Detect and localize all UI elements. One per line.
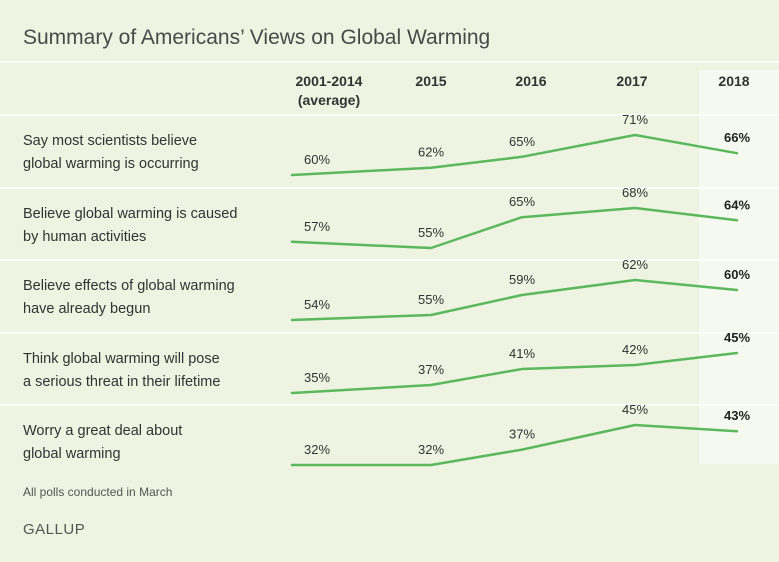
value-label: 55% (418, 292, 444, 307)
chart-title: Summary of Americans’ Views on Global Wa… (23, 26, 490, 49)
column-headers: 2001-2014 (average) 2015 2016 2017 2018 (296, 73, 750, 108)
value-label: 71% (622, 112, 648, 127)
value-label: 41% (509, 346, 535, 361)
series-rows: Say most scientists believe global warmin… (23, 112, 750, 467)
series-line (290, 206, 739, 250)
value-label: 37% (418, 362, 444, 377)
series-row-0: Say most scientists believe global warmin… (23, 112, 750, 177)
series-row-4: Worry a great deal about global warming 32… (23, 402, 750, 467)
value-label: 57% (304, 219, 330, 234)
column-header-3: 2017 (616, 73, 647, 89)
series-label-line1: Say most scientists believe (23, 133, 197, 149)
value-label: 32% (304, 442, 330, 457)
value-label: 45% (724, 330, 750, 345)
gallup-logo: GALLUP (23, 521, 85, 538)
value-label: 68% (622, 185, 648, 200)
value-label: 66% (724, 130, 750, 145)
value-label: 43% (724, 408, 750, 423)
series-label-line2: global warming is occurring (23, 156, 199, 172)
series-line (290, 423, 739, 467)
value-label: 45% (622, 402, 648, 417)
series-line (290, 351, 739, 395)
row-dividers (0, 114, 779, 406)
footnote: All polls conducted in March (23, 485, 172, 499)
column-header-1: 2015 (415, 73, 446, 89)
series-label-line1: Worry a great deal about (23, 423, 182, 439)
series-line (290, 133, 739, 177)
value-label: 55% (418, 225, 444, 240)
value-label: 60% (724, 267, 750, 282)
column-header-2: 2016 (515, 73, 546, 89)
series-label-line1: Believe global warming is caused (23, 206, 237, 222)
value-label: 35% (304, 370, 330, 385)
column-header-4: 2018 (718, 73, 749, 89)
series-label-line2: global warming (23, 446, 121, 462)
series-label-line1: Think global warming will pose (23, 351, 220, 367)
value-label: 59% (509, 272, 535, 287)
column-header-0: 2001-2014 (296, 73, 363, 89)
series-row-1: Believe global warming is caused by human… (23, 185, 750, 250)
series-label-line1: Believe effects of global warming (23, 278, 235, 294)
value-label: 65% (509, 194, 535, 209)
value-label: 60% (304, 152, 330, 167)
highlight-column-2018 (699, 70, 779, 464)
value-label: 62% (418, 145, 444, 160)
series-row-3: Think global warming will pose a serious … (23, 330, 750, 395)
value-label: 65% (509, 134, 535, 149)
series-label-line2: by human activities (23, 229, 146, 245)
value-label: 32% (418, 442, 444, 457)
series-row-2: Believe effects of global warming have al… (23, 257, 750, 322)
value-label: 42% (622, 342, 648, 357)
series-label-line2: have already begun (23, 301, 150, 317)
series-line (290, 278, 739, 322)
value-label: 54% (304, 297, 330, 312)
column-header-sub-0: (average) (298, 92, 360, 108)
series-label-line2: a serious threat in their lifetime (23, 374, 220, 390)
value-label: 64% (724, 197, 750, 212)
value-label: 37% (509, 427, 535, 442)
value-label: 62% (622, 257, 648, 272)
